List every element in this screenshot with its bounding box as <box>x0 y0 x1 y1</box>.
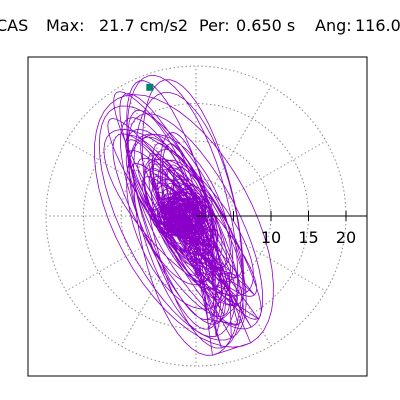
period-label: Per: <box>199 16 230 35</box>
grid-spoke <box>65 140 164 198</box>
max-amplitude-marker <box>146 83 154 91</box>
grid-spoke <box>65 234 164 292</box>
info-header: CAS Max: 21.7 cm/s2 Per: 0.650 s Ang: 11… <box>0 14 400 38</box>
motion-trace <box>94 75 274 356</box>
period-value: 0.650 s <box>236 16 296 35</box>
axis-tick-label: 15 <box>298 228 318 247</box>
station-code: CAS <box>0 16 29 35</box>
grid-spoke <box>214 85 272 184</box>
grid-spoke <box>228 234 327 292</box>
axis-tick-label: 20 <box>336 228 356 247</box>
grid-spoke <box>228 140 327 198</box>
motion-trace-path <box>94 75 274 356</box>
angle-label: Ang: <box>315 16 352 35</box>
max-value: 21.7 cm/s2 <box>99 16 188 35</box>
grid-spoke <box>120 248 178 347</box>
max-label: Max: <box>46 16 85 35</box>
grid-spoke <box>120 85 178 184</box>
angle-value: 116.0 <box>355 16 400 35</box>
radial-axis: 10 15 20 <box>196 211 367 247</box>
axis-tick-label: 10 <box>261 228 281 247</box>
